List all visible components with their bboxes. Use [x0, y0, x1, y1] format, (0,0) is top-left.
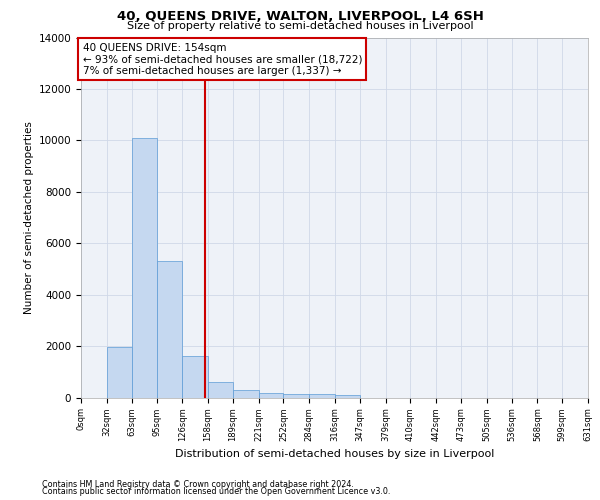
Bar: [182, 356, 208, 398]
Bar: [233, 390, 259, 398]
Text: 40, QUEENS DRIVE, WALTON, LIVERPOOL, L4 6SH: 40, QUEENS DRIVE, WALTON, LIVERPOOL, L4 …: [116, 10, 484, 23]
X-axis label: Distribution of semi-detached houses by size in Liverpool: Distribution of semi-detached houses by …: [175, 450, 494, 460]
Bar: [208, 382, 233, 398]
Bar: [309, 394, 335, 398]
Bar: [335, 394, 360, 398]
Text: Size of property relative to semi-detached houses in Liverpool: Size of property relative to semi-detach…: [127, 21, 473, 31]
Text: 40 QUEENS DRIVE: 154sqm
← 93% of semi-detached houses are smaller (18,722)
7% of: 40 QUEENS DRIVE: 154sqm ← 93% of semi-de…: [83, 42, 362, 76]
Bar: [107, 348, 131, 398]
Y-axis label: Number of semi-detached properties: Number of semi-detached properties: [25, 121, 34, 314]
Text: Contains public sector information licensed under the Open Government Licence v3: Contains public sector information licen…: [42, 487, 391, 496]
Bar: [131, 138, 157, 398]
Bar: [157, 261, 182, 398]
Bar: [283, 394, 309, 398]
Bar: [259, 393, 283, 398]
Text: Contains HM Land Registry data © Crown copyright and database right 2024.: Contains HM Land Registry data © Crown c…: [42, 480, 354, 489]
